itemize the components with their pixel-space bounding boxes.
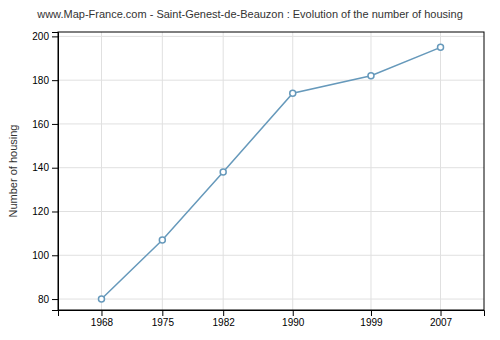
y-tick-label: 140 bbox=[32, 162, 49, 173]
y-tick-label: 120 bbox=[32, 206, 49, 217]
x-tick-label: 1990 bbox=[282, 317, 305, 328]
y-tick-label: 100 bbox=[32, 250, 49, 261]
y-tick: 180 bbox=[32, 75, 58, 86]
point bbox=[368, 73, 374, 79]
x-tick-label: 1968 bbox=[91, 317, 114, 328]
x-tick-label: 1982 bbox=[213, 317, 236, 328]
x-tick: 1999 bbox=[360, 310, 383, 328]
y-tick-mark bbox=[52, 124, 58, 125]
x-tick-label: 1999 bbox=[360, 317, 383, 328]
plot-frame bbox=[58, 32, 484, 310]
plot: 1968 1975 1982 1990 1999 2007 80 100 120 140 160 18… bbox=[32, 31, 484, 328]
grid-line bbox=[58, 36, 484, 37]
grid-line bbox=[101, 32, 102, 310]
y-tick-label: 160 bbox=[32, 119, 49, 130]
point bbox=[438, 44, 444, 50]
line bbox=[101, 47, 440, 299]
y-tick-mark bbox=[52, 168, 58, 169]
y-tick: 120 bbox=[32, 206, 58, 217]
y-tick-label: 180 bbox=[32, 75, 49, 86]
y-tick: 100 bbox=[32, 250, 58, 261]
grid bbox=[58, 32, 484, 310]
x-tick-mark bbox=[223, 310, 224, 316]
x-tick: 1990 bbox=[282, 310, 305, 328]
x-tick-label: 1975 bbox=[152, 317, 175, 328]
x-tick-mark bbox=[101, 310, 102, 316]
x-tick-mark bbox=[293, 310, 294, 316]
y-tick-label: 200 bbox=[32, 31, 49, 42]
grid-line bbox=[58, 211, 484, 212]
y-axis-title: Number of housing bbox=[7, 125, 19, 218]
chart: 1968 1975 1982 1990 1999 2007 80 100 120 140 160 18… bbox=[0, 0, 500, 340]
y-tick-mark bbox=[52, 299, 58, 300]
marks bbox=[98, 44, 443, 302]
y-axis: 80 100 120 140 160 180 200 bbox=[32, 31, 58, 310]
grid-line bbox=[440, 32, 441, 310]
y-tick-label: 80 bbox=[38, 294, 50, 305]
title: www.Map-France.com - Saint-Genest-de-Bea… bbox=[36, 8, 463, 20]
x-tick-mark bbox=[441, 310, 442, 316]
y-tick-mark bbox=[52, 80, 58, 81]
grid-line bbox=[162, 32, 163, 310]
y-axis-line bbox=[52, 33, 59, 311]
x-axis: 1968 1975 1982 1990 1999 2007 bbox=[59, 310, 485, 328]
point bbox=[220, 169, 226, 175]
y-tick: 80 bbox=[38, 294, 58, 305]
x-tick-mark bbox=[371, 310, 372, 316]
point bbox=[290, 90, 296, 96]
grid-line bbox=[58, 167, 484, 168]
grid-line bbox=[58, 80, 484, 81]
x-axis-line bbox=[59, 311, 485, 317]
y-tick-mark bbox=[52, 211, 58, 212]
x-tick: 2007 bbox=[430, 310, 453, 328]
grid-line bbox=[292, 32, 293, 310]
x-tick: 1975 bbox=[152, 310, 175, 328]
y-tick: 160 bbox=[32, 119, 58, 130]
y-tick: 200 bbox=[32, 31, 58, 42]
point bbox=[159, 237, 165, 243]
x-tick-label: 2007 bbox=[430, 317, 453, 328]
y-tick-mark bbox=[52, 36, 58, 37]
point bbox=[98, 296, 104, 302]
grid-line bbox=[58, 255, 484, 256]
y-tick: 140 bbox=[32, 162, 58, 173]
grid-line bbox=[58, 299, 484, 300]
grid-line bbox=[58, 123, 484, 124]
y-tick-mark bbox=[52, 255, 58, 256]
x-tick: 1982 bbox=[213, 310, 236, 328]
x-tick: 1968 bbox=[91, 310, 114, 328]
x-tick-mark bbox=[162, 310, 163, 316]
